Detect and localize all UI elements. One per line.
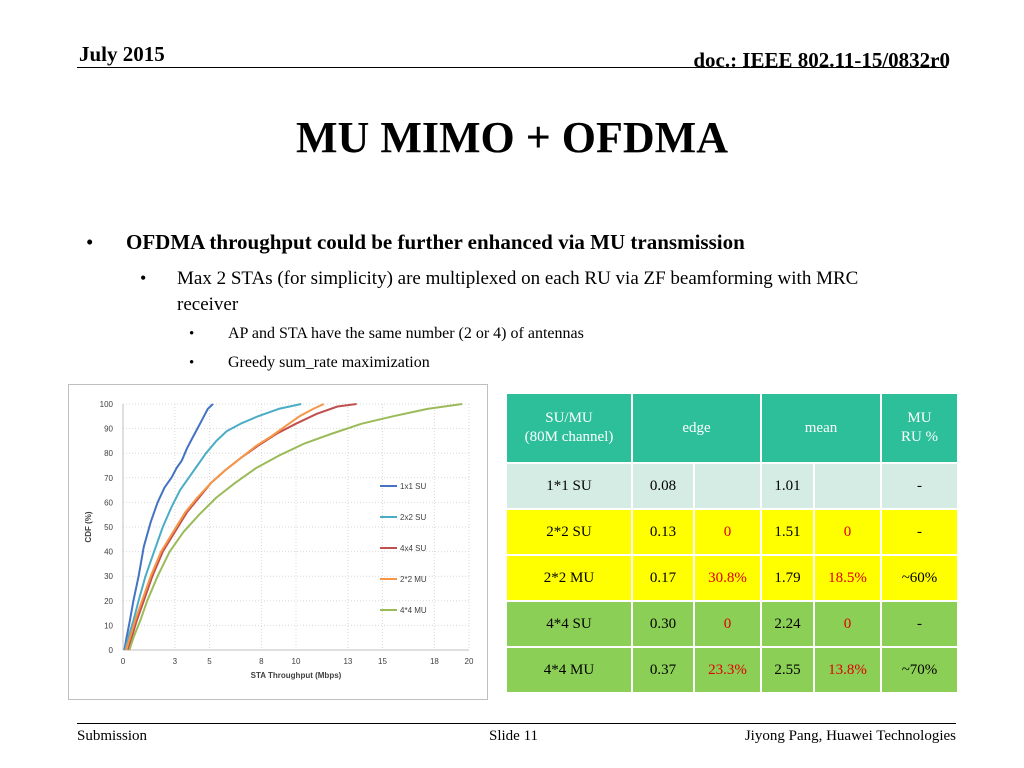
mu-ru-value: ~70% — [880, 646, 959, 694]
header-su-mu-line1: SU/MU — [545, 410, 593, 426]
mu-ru-value: - — [880, 508, 959, 556]
x-tick-label: 15 — [378, 657, 387, 666]
header-su-mu-line2: (80M channel) — [524, 429, 614, 445]
legend-label: 4*4 MU — [400, 606, 427, 615]
mu-ru-value: - — [880, 600, 959, 648]
bullet-marker: • — [140, 268, 147, 288]
y-tick-label: 30 — [104, 572, 113, 581]
header-edge: edge — [631, 392, 762, 464]
mean-gain: 0 — [813, 508, 882, 556]
mean-gain — [813, 462, 882, 510]
slide-title: MU MIMO + OFDMA — [296, 113, 728, 162]
header-su-mu: SU/MU (80M channel) — [505, 392, 633, 464]
bullet-level3-greedy: Greedy sum_rate maximization — [228, 354, 430, 371]
mean-value: 1.51 — [760, 508, 815, 556]
table-row: 4*4 SU 0.30 0 2.24 0 - — [505, 600, 959, 648]
x-tick-label: 5 — [207, 657, 212, 666]
x-tick-label: 3 — [173, 657, 178, 666]
row-label: 2*2 SU — [505, 508, 633, 556]
bullet-level1: OFDMA throughput could be further enhanc… — [126, 230, 745, 254]
y-tick-label: 0 — [109, 646, 114, 655]
row-label: 4*4 SU — [505, 600, 633, 648]
header-date: July 2015 — [79, 42, 165, 66]
y-tick-label: 100 — [100, 400, 114, 409]
mean-value: 1.79 — [760, 554, 815, 602]
y-tick-label: 80 — [104, 449, 113, 458]
bullet-level3-antennas: AP and STA have the same number (2 or 4)… — [228, 325, 584, 342]
y-tick-label: 90 — [104, 425, 113, 434]
edge-gain: 0 — [693, 600, 762, 648]
x-axis-title: STA Throughput (Mbps) — [251, 671, 342, 680]
edge-gain: 30.8% — [693, 554, 762, 602]
bullet-level2: Max 2 STAs (for simplicity) are multiple… — [177, 268, 859, 315]
edge-value: 0.08 — [631, 462, 695, 510]
edge-gain: 23.3% — [693, 646, 762, 694]
x-tick-label: 0 — [121, 657, 126, 666]
edge-value: 0.37 — [631, 646, 695, 694]
header-mu-ru: MU RU % — [880, 392, 959, 464]
footer-slide-number: Slide 11 — [489, 728, 539, 744]
y-tick-label: 50 — [104, 523, 113, 532]
footer-rule — [77, 723, 956, 724]
mean-value: 1.01 — [760, 462, 815, 510]
bullet-marker: • — [86, 230, 94, 254]
edge-value: 0.17 — [631, 554, 695, 602]
x-tick-label: 20 — [465, 657, 474, 666]
y-axis-title: CDF (%) — [84, 511, 93, 542]
mean-gain: 0 — [813, 600, 882, 648]
series-line — [123, 403, 214, 651]
row-label: 4*4 MU — [505, 646, 633, 694]
x-tick-label: 18 — [430, 657, 439, 666]
cdf-chart: 0 10 20 30 40 50 60 70 80 90 100 0 3 5 8 10 13 15 18 20 STA … — [68, 384, 488, 700]
header-rule — [77, 67, 947, 68]
edge-gain: 0 — [693, 508, 762, 556]
y-tick-label: 70 — [104, 474, 113, 483]
table-row: 1*1 SU 0.08 1.01 - — [505, 462, 959, 510]
y-tick-label: 20 — [104, 597, 113, 606]
y-tick-label: 10 — [104, 621, 113, 630]
table-row: 4*4 MU 0.37 23.3% 2.55 13.8% ~70% — [505, 646, 959, 694]
y-tick-label: 40 — [104, 548, 113, 557]
mean-value: 2.24 — [760, 600, 815, 648]
edge-value: 0.30 — [631, 600, 695, 648]
x-tick-label: 13 — [343, 657, 352, 666]
table-row: 2*2 MU 0.17 30.8% 1.79 18.5% ~60% — [505, 554, 959, 602]
header-mu-ru-line1: MU — [907, 410, 932, 426]
series-line — [124, 403, 325, 651]
legend-label: 1x1 SU — [400, 482, 426, 491]
y-tick-label: 60 — [104, 498, 113, 507]
mean-gain: 18.5% — [813, 554, 882, 602]
mu-ru-value: - — [880, 462, 959, 510]
edge-value: 0.13 — [631, 508, 695, 556]
table-row: 2*2 SU 0.13 0 1.51 0 - — [505, 508, 959, 556]
cdf-chart-svg: 0 10 20 30 40 50 60 70 80 90 100 0 3 5 8 10 13 15 18 20 STA … — [84, 400, 474, 680]
bullet-marker: • — [189, 326, 195, 342]
series-line — [128, 403, 463, 651]
footer-submission: Submission — [77, 728, 148, 744]
table-header-row: SU/MU (80M channel) edge mean MU RU % — [505, 392, 959, 464]
row-label: 1*1 SU — [505, 462, 633, 510]
results-table: SU/MU (80M channel) edge mean MU RU % 1*… — [505, 392, 959, 694]
edge-gain — [693, 462, 762, 510]
header-mean: mean — [760, 392, 882, 464]
legend-label: 2*2 MU — [400, 575, 427, 584]
x-tick-label: 8 — [259, 657, 264, 666]
x-tick-label: 10 — [292, 657, 301, 666]
bullet-marker: • — [189, 355, 195, 371]
legend-label: 2x2 SU — [400, 513, 426, 522]
header-mu-ru-line2: RU % — [900, 429, 939, 445]
mean-gain: 13.8% — [813, 646, 882, 694]
footer-author: Jiyong Pang, Huawei Technologies — [744, 728, 956, 744]
header-doc-id: doc.: IEEE 802.11-15/0832r0 — [693, 48, 950, 72]
mu-ru-value: ~60% — [880, 554, 959, 602]
series-line — [124, 403, 302, 651]
mean-value: 2.55 — [760, 646, 815, 694]
row-label: 2*2 MU — [505, 554, 633, 602]
legend-label: 4x4 SU — [400, 544, 426, 553]
